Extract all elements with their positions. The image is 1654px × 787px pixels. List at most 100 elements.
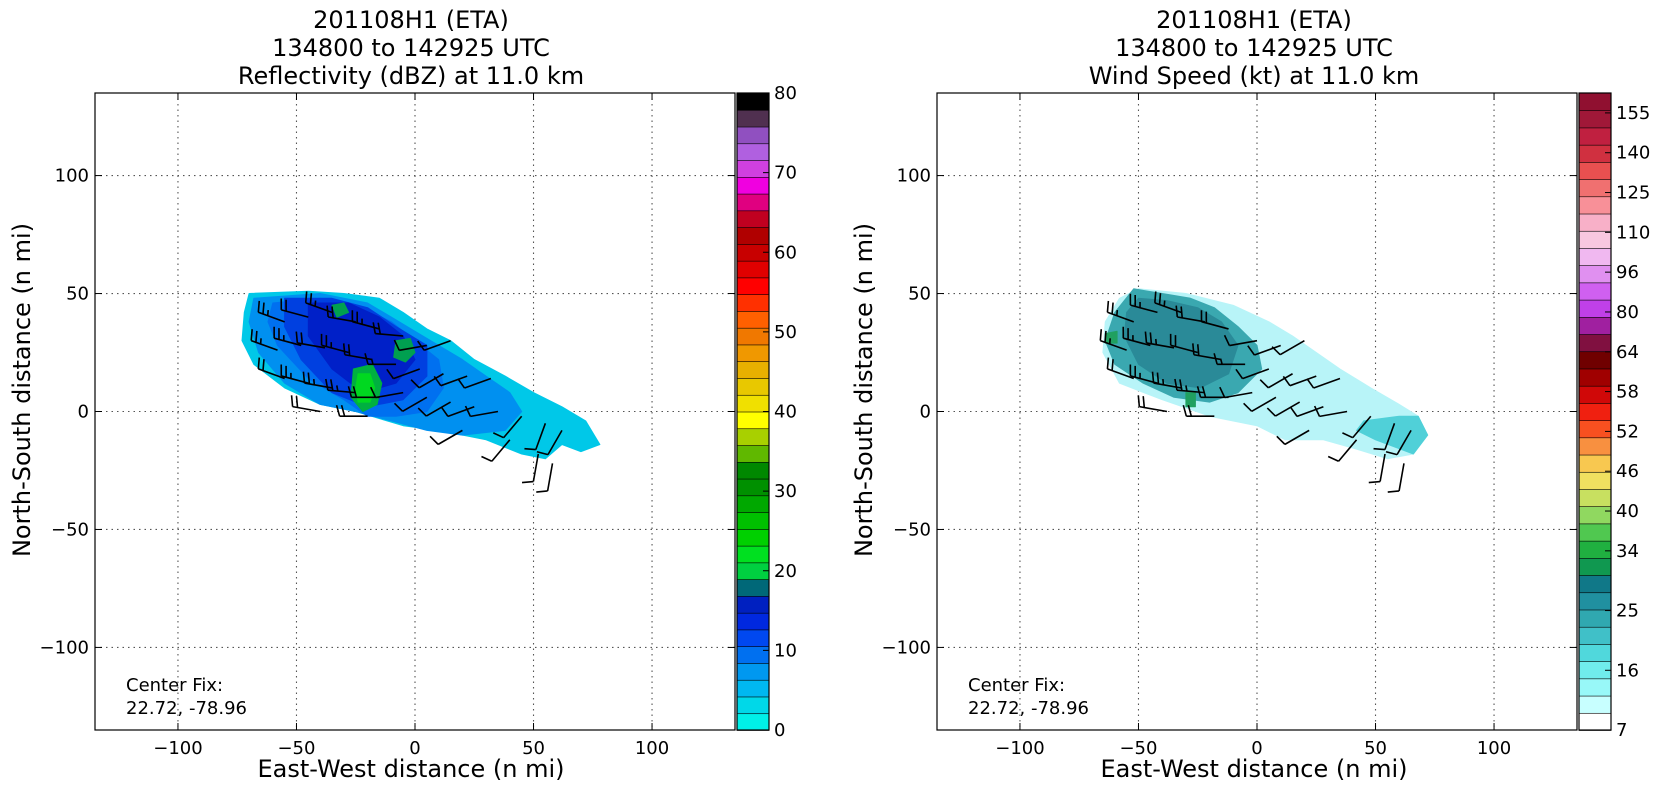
wind-barb-feather <box>536 490 548 493</box>
wind-barb-feather <box>410 379 420 389</box>
colorbar-tick-label: 30 <box>774 481 797 502</box>
wind-barb <box>481 439 511 462</box>
wind-barb-feather <box>457 378 466 389</box>
wind-barb-staff <box>1224 391 1253 399</box>
wind-barb-feather <box>1149 332 1153 344</box>
panel-title-line-2: 134800 to 142925 UTC <box>1115 34 1393 62</box>
wind-barb-staff <box>1398 463 1405 492</box>
wind-barb <box>295 331 326 349</box>
center-fix-label: Center Fix: <box>968 675 1065 696</box>
colorbar-segment <box>1578 213 1612 232</box>
wind-barb-feather <box>417 407 427 417</box>
y-tick-label: 50 <box>908 284 931 305</box>
x-tick-label: 50 <box>522 738 545 759</box>
colorbar-segment <box>1578 678 1612 697</box>
colorbar-segment <box>1578 591 1612 611</box>
wind-barb-feather <box>369 386 377 398</box>
wind-barb-feather <box>429 435 439 445</box>
colorbar-tick-label: 20 <box>774 561 797 582</box>
wind-barb-feather <box>1247 345 1256 356</box>
x-tick-label: 0 <box>409 738 420 759</box>
colorbar-segment <box>1578 299 1612 318</box>
wind-barb-feather <box>1106 300 1110 313</box>
wind-barb-feather <box>1192 343 1195 355</box>
wind-barb-feather <box>331 306 334 318</box>
wind-barb-feather <box>1142 396 1146 408</box>
colorbar-tick-label: 16 <box>1616 660 1639 681</box>
wind-barb-feather <box>295 396 299 408</box>
wind-barb <box>1327 439 1358 462</box>
colorbar-segment <box>736 478 770 497</box>
panel-title-line-1: 201108H1 (ETA) <box>1156 6 1352 34</box>
wind-barb-staff <box>1319 410 1348 418</box>
wind-barb <box>273 326 302 347</box>
wind-barb <box>1313 405 1348 418</box>
y-tick-label: −50 <box>51 519 89 540</box>
wind-barb-staff <box>1396 429 1412 456</box>
colorbar-segment <box>736 142 770 161</box>
axis-ticks: −100 −50 0 50 100 −100 −50 0 50 100 <box>40 93 735 759</box>
center-fix-value: 22.72, -78.96 <box>126 698 247 719</box>
colorbar-segment <box>1578 316 1612 335</box>
wind-barb-feather <box>295 331 299 344</box>
wind-barb <box>1099 329 1127 351</box>
colorbar-segment <box>1578 454 1612 473</box>
center-fix-label: Center Fix: <box>126 675 223 696</box>
wind-barb-feather <box>307 372 311 384</box>
wind-barb-feather <box>325 378 329 391</box>
wind-barb-feather <box>1151 371 1155 384</box>
wind-barb-feather <box>1158 293 1162 305</box>
wind-barb-feather <box>393 402 404 412</box>
wind-barb <box>524 423 547 451</box>
wind-barb-staff <box>1289 375 1317 387</box>
colorbar-tick-label: 80 <box>774 83 797 104</box>
colorbar-segment <box>1578 419 1612 439</box>
wind-barb <box>492 415 523 439</box>
wind-barb <box>1200 310 1229 330</box>
y-tick-label: −50 <box>893 519 931 540</box>
wind-barb-feather <box>1259 379 1269 389</box>
axis-ticks: −100 −50 0 50 100 −100 −50 0 50 100 <box>882 93 1577 759</box>
x-tick-label: 100 <box>635 738 669 759</box>
wind-barb-feather <box>1213 353 1218 365</box>
wind-barb <box>1342 415 1372 439</box>
wind-barb <box>1247 344 1281 356</box>
colorbar-tick-label: 50 <box>774 322 797 343</box>
colorbar-tick-label: 140 <box>1616 143 1650 164</box>
colorbar-segment <box>1578 695 1612 714</box>
wind-barb-feather <box>262 359 265 371</box>
colorbar-segment <box>736 109 770 128</box>
colorbar-segment <box>736 310 770 329</box>
wind-barb-feather <box>440 406 449 417</box>
colorbar-tick-label: 58 <box>1616 382 1639 403</box>
colorbar-segment <box>1578 178 1612 198</box>
colorbar-segment <box>736 495 770 513</box>
y-tick-label: 50 <box>66 284 89 305</box>
wind-barb-staff <box>1313 377 1341 389</box>
x-tick-label: −50 <box>1119 738 1157 759</box>
field-region <box>1104 330 1118 344</box>
colorbar-segment <box>736 696 770 715</box>
x-tick-label: −100 <box>153 738 202 759</box>
wind-barb <box>1174 378 1205 394</box>
wind-barb <box>1213 353 1246 366</box>
wind-barb-feather <box>1179 379 1183 391</box>
wind-barb-feather <box>1154 291 1157 303</box>
wind-barb-feather <box>1196 386 1202 398</box>
wind-barb-staff <box>393 368 421 380</box>
wind-barb <box>1306 377 1341 389</box>
colorbar-segment <box>736 344 770 363</box>
wind-barb-staff <box>1296 406 1324 418</box>
colorbar-tick-label: 96 <box>1616 262 1639 283</box>
wind-barb <box>536 429 563 456</box>
colorbar-segment <box>1578 282 1612 301</box>
colorbar-tick-label: 52 <box>1616 421 1639 442</box>
wind-barb <box>1271 340 1305 356</box>
colorbar-segment <box>1578 609 1612 628</box>
wind-barb-feather <box>1223 334 1231 346</box>
wind-barb-half-feather <box>1162 379 1165 385</box>
colorbar-segment <box>1578 540 1612 559</box>
wind-barb-half-feather <box>1185 385 1188 392</box>
colorbar-segment <box>1578 505 1612 525</box>
colorbar-segment <box>736 612 770 631</box>
